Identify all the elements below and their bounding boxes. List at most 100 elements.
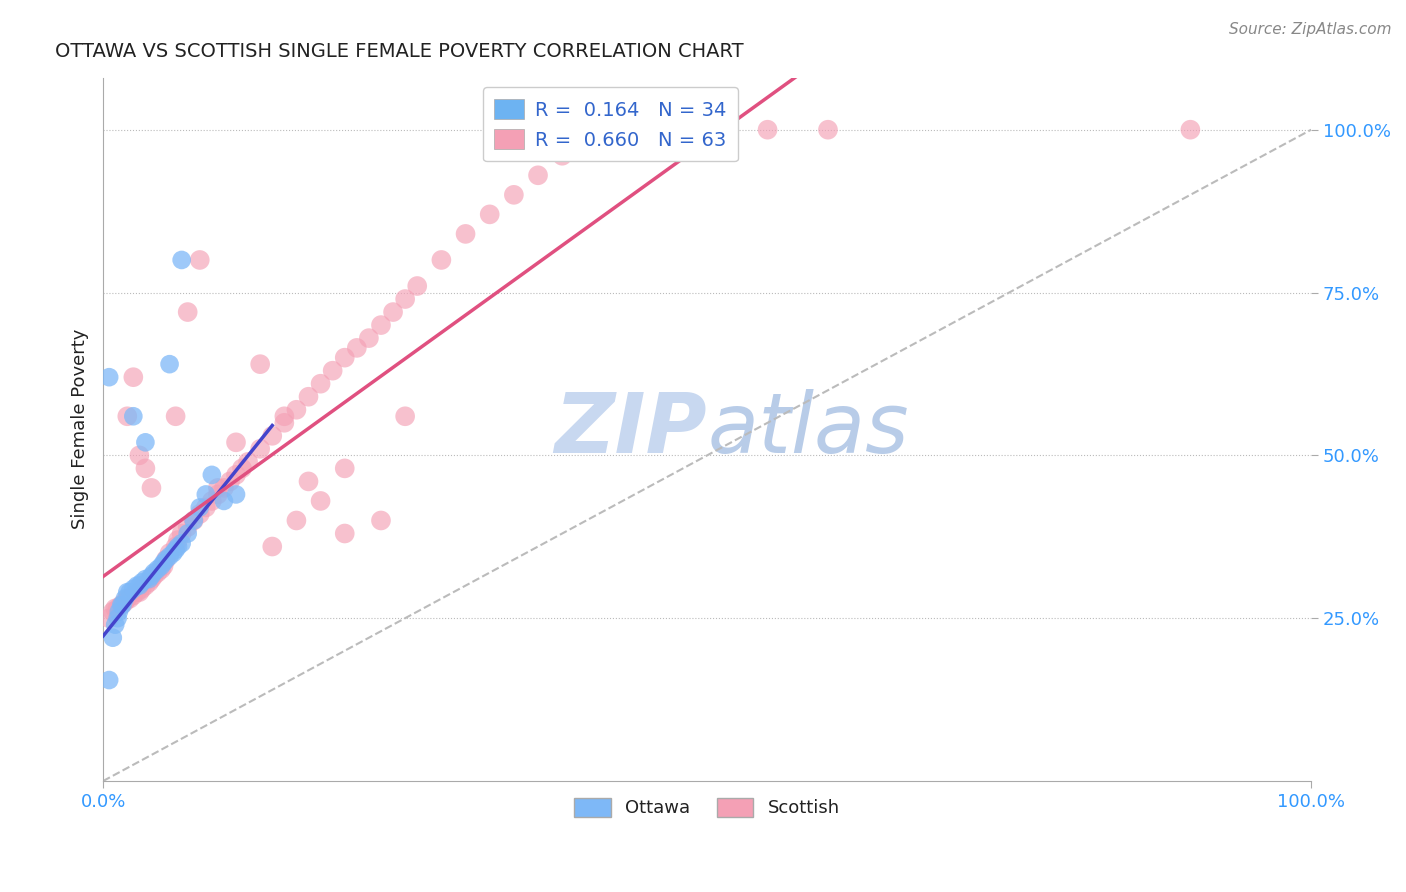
- Point: [138, 572, 160, 586]
- Point: [141, 569, 163, 583]
- Point: [138, 575, 160, 590]
- Point: [152, 559, 174, 574]
- Point: [101, 631, 124, 645]
- Point: [188, 252, 211, 267]
- Point: [176, 305, 198, 319]
- Point: [346, 341, 368, 355]
- Point: [817, 122, 839, 136]
- Point: [152, 556, 174, 570]
- Point: [165, 542, 187, 557]
- Point: [117, 591, 139, 606]
- Point: [176, 526, 198, 541]
- Point: [110, 598, 132, 612]
- Text: Source: ZipAtlas.com: Source: ZipAtlas.com: [1229, 22, 1392, 37]
- Point: [122, 588, 145, 602]
- Point: [285, 513, 308, 527]
- Point: [111, 598, 134, 612]
- Point: [219, 475, 242, 489]
- Point: [118, 591, 141, 606]
- Point: [176, 520, 198, 534]
- Point: [125, 579, 148, 593]
- Point: [207, 487, 229, 501]
- Point: [150, 559, 173, 574]
- Point: [122, 409, 145, 424]
- Point: [117, 585, 139, 599]
- Point: [108, 605, 131, 619]
- Point: [333, 461, 356, 475]
- Point: [394, 292, 416, 306]
- Point: [165, 540, 187, 554]
- Point: [225, 467, 247, 482]
- Point: [131, 575, 153, 590]
- Point: [273, 409, 295, 424]
- Point: [107, 601, 129, 615]
- Legend: Ottawa, Scottish: Ottawa, Scottish: [567, 791, 846, 825]
- Point: [357, 331, 380, 345]
- Point: [262, 540, 284, 554]
- Point: [322, 364, 344, 378]
- Point: [141, 572, 163, 586]
- Point: [672, 122, 695, 136]
- Point: [155, 552, 177, 566]
- Point: [756, 122, 779, 136]
- Point: [131, 582, 153, 596]
- Point: [207, 481, 229, 495]
- Point: [146, 562, 169, 576]
- Y-axis label: Single Female Poverty: Single Female Poverty: [72, 329, 89, 530]
- Point: [107, 611, 129, 625]
- Point: [394, 409, 416, 424]
- Point: [636, 122, 658, 136]
- Point: [188, 500, 211, 515]
- Point: [125, 585, 148, 599]
- Point: [167, 533, 190, 547]
- Point: [430, 252, 453, 267]
- Point: [262, 429, 284, 443]
- Point: [249, 357, 271, 371]
- Point: [194, 487, 217, 501]
- Point: [502, 187, 524, 202]
- Point: [285, 402, 308, 417]
- Point: [170, 536, 193, 550]
- Point: [134, 461, 156, 475]
- Text: OTTAWA VS SCOTTISH SINGLE FEMALE POVERTY CORRELATION CHART: OTTAWA VS SCOTTISH SINGLE FEMALE POVERTY…: [55, 42, 744, 61]
- Point: [225, 487, 247, 501]
- Point: [167, 540, 190, 554]
- Point: [273, 416, 295, 430]
- Point: [159, 546, 181, 560]
- Point: [599, 129, 621, 144]
- Point: [212, 481, 235, 495]
- Point: [110, 598, 132, 612]
- Point: [98, 611, 121, 625]
- Point: [150, 562, 173, 576]
- Point: [382, 305, 405, 319]
- Point: [165, 409, 187, 424]
- Point: [159, 357, 181, 371]
- Point: [128, 448, 150, 462]
- Point: [146, 566, 169, 580]
- Point: [297, 475, 319, 489]
- Point: [104, 617, 127, 632]
- Point: [141, 481, 163, 495]
- Point: [231, 461, 253, 475]
- Point: [170, 252, 193, 267]
- Point: [117, 409, 139, 424]
- Point: [155, 552, 177, 566]
- Point: [201, 494, 224, 508]
- Point: [454, 227, 477, 241]
- Point: [212, 494, 235, 508]
- Point: [183, 513, 205, 527]
- Point: [370, 318, 392, 332]
- Point: [309, 494, 332, 508]
- Point: [114, 595, 136, 609]
- Point: [114, 591, 136, 606]
- Point: [575, 136, 598, 150]
- Point: [183, 513, 205, 527]
- Point: [159, 549, 181, 564]
- Point: [478, 207, 501, 221]
- Text: ZIP: ZIP: [554, 389, 707, 470]
- Point: [142, 569, 165, 583]
- Point: [551, 149, 574, 163]
- Point: [527, 169, 550, 183]
- Point: [162, 546, 184, 560]
- Point: [128, 585, 150, 599]
